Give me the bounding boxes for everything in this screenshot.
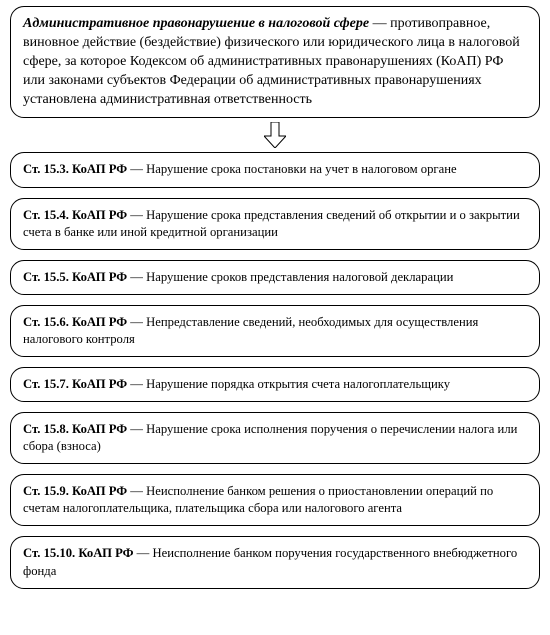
article-desc: Нарушение порядка открытия счета налогоп… bbox=[146, 377, 450, 391]
article-box: Ст. 15.4. КоАП РФ — Нарушение срока пред… bbox=[10, 198, 540, 250]
articles-list: Ст. 15.3. КоАП РФ — Нарушение срока пост… bbox=[10, 152, 540, 588]
article-box: Ст. 15.6. КоАП РФ — Непредставление свед… bbox=[10, 305, 540, 357]
article-dash: — bbox=[127, 315, 146, 329]
article-dash: — bbox=[127, 484, 146, 498]
article-dash: — bbox=[127, 377, 146, 391]
article-ref: Ст. 15.7. КоАП РФ bbox=[23, 377, 127, 391]
arrow-down bbox=[10, 122, 540, 148]
article-box: Ст. 15.8. КоАП РФ — Нарушение срока испо… bbox=[10, 412, 540, 464]
article-ref: Ст. 15.3. КоАП РФ bbox=[23, 162, 127, 176]
article-desc: Нарушение сроков представления налоговой… bbox=[146, 270, 453, 284]
article-ref: Ст. 15.6. КоАП РФ bbox=[23, 315, 127, 329]
article-dash: — bbox=[127, 208, 146, 222]
definition-box: Административное правонарушение в налого… bbox=[10, 6, 540, 118]
article-box: Ст. 15.7. КоАП РФ — Нарушение порядка от… bbox=[10, 367, 540, 402]
article-dash: — bbox=[127, 270, 146, 284]
article-box: Ст. 15.9. КоАП РФ — Неисполнение банком … bbox=[10, 474, 540, 526]
article-box: Ст. 15.10. КоАП РФ — Неисполнение банком… bbox=[10, 536, 540, 588]
definition-term: Административное правонарушение в налого… bbox=[23, 16, 369, 31]
article-desc: Нарушение срока постановки на учет в нал… bbox=[146, 162, 457, 176]
article-box: Ст. 15.5. КоАП РФ — Нарушение сроков пре… bbox=[10, 260, 540, 295]
article-ref: Ст. 15.8. КоАП РФ bbox=[23, 422, 127, 436]
article-ref: Ст. 15.9. КоАП РФ bbox=[23, 484, 127, 498]
article-box: Ст. 15.3. КоАП РФ — Нарушение срока пост… bbox=[10, 152, 540, 187]
definition-dash: — bbox=[369, 16, 390, 31]
article-ref: Ст. 15.10. КоАП РФ bbox=[23, 546, 133, 560]
arrow-down-icon bbox=[264, 122, 286, 148]
article-dash: — bbox=[127, 162, 146, 176]
arrow-shape bbox=[264, 122, 286, 148]
article-ref: Ст. 15.5. КоАП РФ bbox=[23, 270, 127, 284]
article-dash: — bbox=[133, 546, 152, 560]
article-ref: Ст. 15.4. КоАП РФ bbox=[23, 208, 127, 222]
article-dash: — bbox=[127, 422, 146, 436]
